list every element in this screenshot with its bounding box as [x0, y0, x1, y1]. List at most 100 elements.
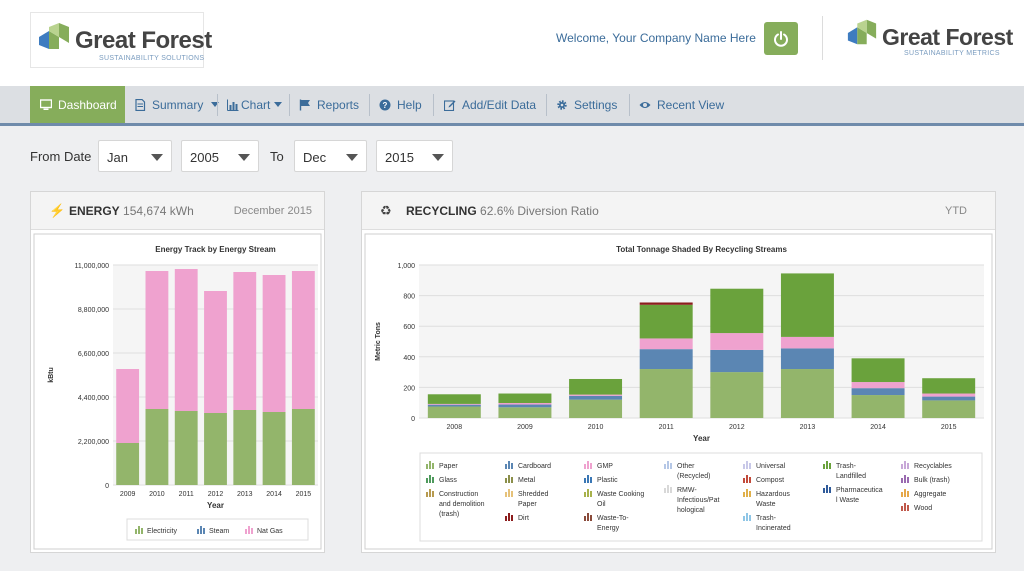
recycling-chart: Total Tonnage Shaded By Recycling Stream… — [364, 233, 993, 550]
to-month-select[interactable]: Dec — [294, 140, 367, 172]
nav-reports[interactable]: Reports — [299, 86, 359, 123]
legend-label: Shredded Paper — [518, 491, 548, 508]
legend-swatch — [829, 487, 831, 493]
from-date-label: From Date — [30, 149, 92, 164]
legend-label: Cardboard — [518, 463, 551, 470]
nav-add-edit-data[interactable]: Add/Edit Data — [444, 86, 536, 123]
x-tick-label: 2010 — [588, 424, 604, 431]
nav-dashboard[interactable]: Dashboard — [30, 86, 125, 123]
y-axis-label: Metric Tons — [375, 322, 382, 361]
chart-legend — [126, 518, 309, 541]
nav-separator — [546, 94, 547, 116]
bar-segment-gmp — [427, 403, 481, 405]
legend-swatch — [429, 461, 431, 469]
recycling-value: 62.6% Diversion Ratio — [480, 204, 599, 218]
legend-label: Glass — [439, 477, 457, 484]
to-month-value: Dec — [303, 150, 327, 165]
x-tick-label: 2015 — [941, 424, 957, 431]
nav-settings[interactable]: Settings — [556, 86, 617, 123]
legend-label: Trash-Landfilled — [836, 463, 866, 480]
eye-icon — [639, 101, 651, 108]
nav-separator — [433, 94, 434, 116]
x-axis-label: Year — [207, 501, 224, 510]
bar-segment-paper — [427, 406, 481, 418]
dropdown-arrow-icon — [151, 154, 163, 161]
y-tick-label: 800 — [403, 294, 415, 301]
tree-logo-icon — [39, 23, 69, 49]
legend-swatch — [590, 515, 592, 521]
legend-swatch — [248, 526, 250, 534]
welcome-text: Welcome, Your Company Name Here — [556, 31, 756, 45]
bar-segment-paper — [498, 407, 552, 418]
y-tick-label: 0 — [105, 483, 109, 490]
bar-segment-paper — [922, 400, 976, 418]
bar-segment-nat-gas — [204, 291, 227, 413]
bar-segment-cardboard — [427, 404, 481, 407]
legend-swatch — [511, 491, 513, 497]
legend-label: Nat Gas — [257, 528, 283, 535]
y-tick-label: 1,000 — [397, 263, 415, 270]
from-year-select[interactable]: 2005 — [181, 140, 259, 172]
legend-label: Recyclables — [914, 463, 952, 470]
nav-recent-view[interactable]: Recent View — [639, 86, 724, 123]
legend-swatch — [749, 491, 751, 497]
from-month-select[interactable]: Jan — [98, 140, 172, 172]
y-tick-label: 6,600,000 — [78, 351, 109, 358]
bar-segment-trash-landfilled — [498, 393, 552, 404]
legend-swatch — [590, 491, 592, 497]
legend-label: RMW-Infectious/Pat hological — [677, 487, 719, 514]
y-tick-label: 0 — [411, 416, 415, 423]
legend-swatch — [432, 477, 434, 483]
legend-swatch — [904, 489, 906, 497]
nav-chart[interactable]: Chart — [227, 86, 283, 123]
nav-summary[interactable]: Summary — [134, 86, 220, 123]
nav-separator — [217, 94, 218, 116]
bar-segment-trash-landfilled — [922, 378, 976, 394]
legend-swatch — [432, 491, 434, 497]
from-year-value: 2005 — [190, 150, 219, 165]
bar-segment-nat-gas — [291, 271, 315, 409]
logout-button[interactable] — [764, 22, 798, 55]
legend-swatch — [749, 515, 751, 521]
bar-segment-electricity — [233, 410, 257, 485]
bar-segment-cardboard — [498, 404, 552, 408]
x-tick-label: 2012 — [729, 424, 745, 431]
nav-summary-label: Summary — [152, 97, 204, 112]
legend-swatch — [135, 529, 137, 534]
nav-add-edit-data-label: Add/Edit Data — [462, 97, 537, 112]
nav-help[interactable]: ? Help — [379, 86, 422, 123]
legend-swatch — [587, 513, 589, 521]
metrics-logo: Great Forest SUSTAINABILITY METRICS — [846, 16, 1013, 62]
chevron-down-icon — [211, 102, 220, 107]
legend-swatch — [907, 505, 909, 511]
legend-swatch — [508, 461, 510, 469]
bar-segment-cardboard — [851, 388, 905, 396]
bar-segment-cardboard — [569, 395, 623, 400]
y-tick-label: 2,200,000 — [78, 439, 109, 446]
chevron-down-icon — [274, 102, 283, 107]
x-tick-label: 2011 — [659, 424, 674, 431]
legend-swatch — [743, 478, 745, 483]
legend-swatch — [197, 529, 199, 534]
chart-title: Energy Track by Energy Stream — [155, 245, 276, 254]
to-year-select[interactable]: 2015 — [376, 140, 453, 172]
flag-icon — [299, 99, 310, 110]
legend-swatch — [590, 477, 592, 483]
legend-swatch — [907, 491, 909, 497]
recycle-icon: ♻ — [380, 203, 392, 218]
to-date-label: To — [270, 149, 284, 164]
bar-segment-gmp — [639, 338, 693, 350]
legend-swatch — [426, 478, 428, 483]
power-icon — [774, 30, 788, 47]
dropdown-arrow-icon — [432, 154, 444, 161]
bar-segment-gmp — [922, 393, 976, 397]
legend-swatch — [746, 489, 748, 497]
bar-segment-gmp — [498, 403, 552, 405]
x-tick-label: 2013 — [237, 491, 253, 498]
legend-swatch — [826, 485, 828, 493]
y-tick-label: 400 — [403, 355, 415, 362]
legend-swatch — [749, 477, 751, 483]
nav-recent-view-label: Recent View — [657, 97, 725, 112]
bar-segment-gmp — [780, 336, 834, 349]
brand-logo[interactable]: Great Forest SUSTAINABILITY SOLUTIONS — [30, 12, 212, 68]
